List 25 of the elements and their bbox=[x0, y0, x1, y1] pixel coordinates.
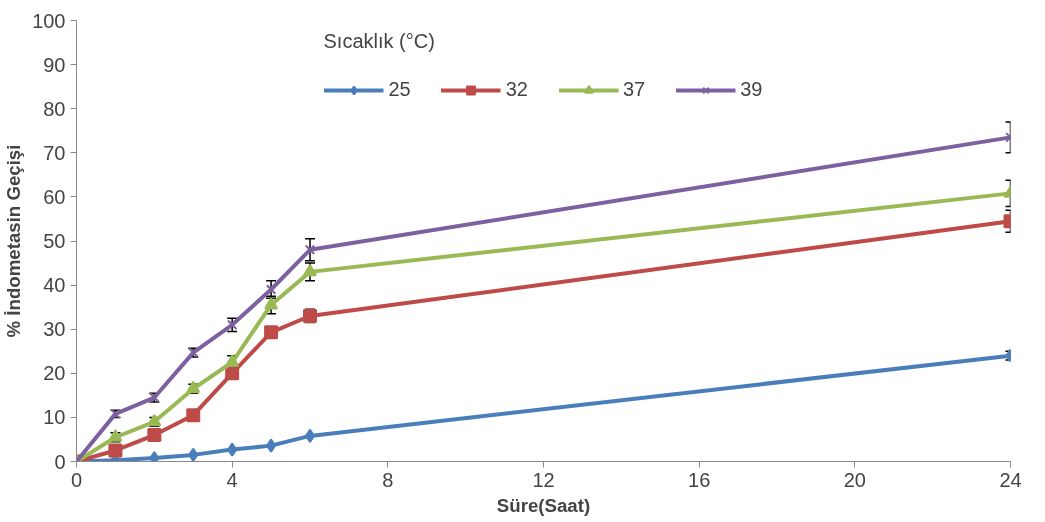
x-tick-label: 8 bbox=[382, 468, 394, 491]
legend-title: Sıcaklık (°C) bbox=[323, 30, 436, 53]
legend-label: 25 bbox=[388, 78, 411, 101]
x-axis-title: Süre(Saat) bbox=[496, 494, 591, 516]
y-tick-label: 50 bbox=[43, 230, 66, 252]
y-tick-label: 100 bbox=[32, 9, 66, 32]
y-tick-label: 0 bbox=[54, 450, 66, 473]
y-tick-label: 10 bbox=[43, 406, 66, 429]
y-tick-label: 60 bbox=[43, 185, 66, 208]
x-tick-label: 24 bbox=[999, 468, 1022, 491]
y-tick-label: 20 bbox=[43, 362, 66, 385]
x-tick-label: 0 bbox=[70, 468, 83, 491]
legend-label: 39 bbox=[740, 78, 763, 101]
y-axis-title: % İndometasin Geçişi bbox=[3, 144, 25, 338]
x-tick-label: 16 bbox=[688, 468, 711, 491]
y-tick-label: 80 bbox=[43, 97, 66, 120]
x-tick-label: 12 bbox=[532, 468, 555, 491]
y-tick-label: 40 bbox=[43, 274, 66, 297]
legend-label: 37 bbox=[623, 78, 646, 101]
y-tick-label: 30 bbox=[43, 318, 66, 341]
y-tick-label: 70 bbox=[43, 141, 66, 164]
x-tick-label: 20 bbox=[843, 468, 866, 491]
x-tick-label: 4 bbox=[226, 468, 238, 491]
y-tick-label: 90 bbox=[43, 53, 66, 76]
legend-label: 32 bbox=[505, 78, 528, 101]
